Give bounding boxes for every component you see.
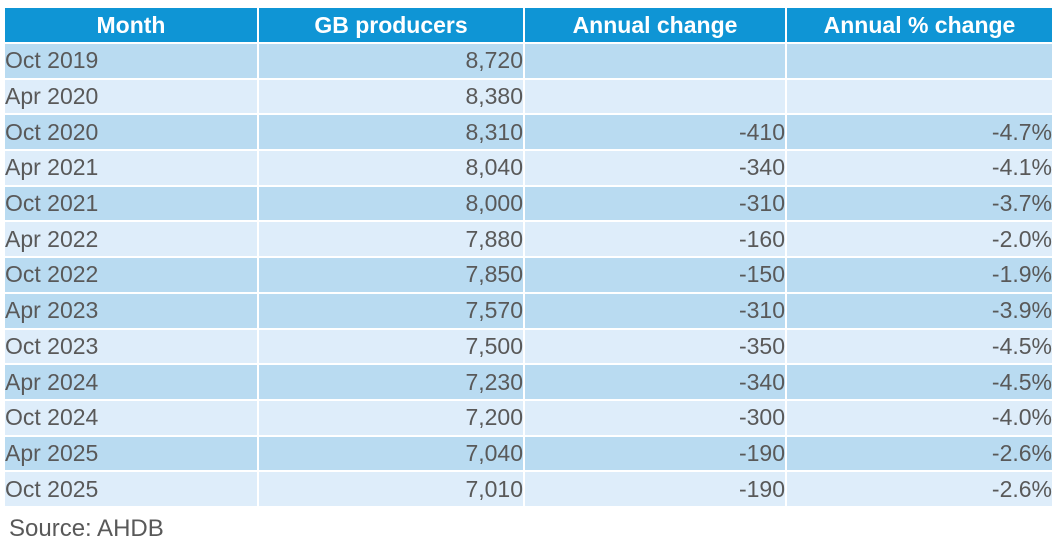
cell-month: Oct 2022: [5, 257, 259, 294]
cell-month: Oct 2021: [5, 185, 259, 223]
cell-month: Oct 2023: [5, 328, 259, 366]
table-row: Oct 2021 8,000 -310 -3.7%: [5, 185, 1052, 223]
column-header-gb-producers: GB producers: [258, 8, 525, 44]
producers-table: Month GB producers Annual change Annual …: [5, 8, 1052, 508]
cell-producers: 7,880: [258, 221, 525, 259]
cell-month: Apr 2023: [5, 292, 259, 330]
table-row: Oct 2019 8,720: [5, 43, 1052, 80]
cell-annual-pct-change: -4.5%: [786, 364, 1052, 401]
cell-annual-pct-change: -2.6%: [786, 435, 1052, 473]
cell-producers: 7,040: [258, 435, 525, 473]
cell-annual-change: -350: [524, 328, 787, 366]
table-row: Apr 2024 7,230 -340 -4.5%: [5, 364, 1052, 401]
cell-producers: 7,230: [258, 364, 525, 401]
cell-annual-change: -160: [524, 221, 787, 259]
cell-month: Apr 2025: [5, 435, 259, 473]
cell-month: Apr 2022: [5, 221, 259, 259]
cell-annual-change: -310: [524, 185, 787, 223]
cell-month: Oct 2025: [5, 471, 259, 508]
cell-producers: 7,570: [258, 292, 525, 330]
cell-producers: 8,040: [258, 150, 525, 187]
cell-producers: 7,500: [258, 328, 525, 366]
cell-annual-pct-change: -4.1%: [786, 150, 1052, 187]
table-row: Apr 2025 7,040 -190 -2.6%: [5, 435, 1052, 473]
cell-annual-pct-change: -2.6%: [786, 471, 1052, 508]
cell-annual-change: -340: [524, 364, 787, 401]
cell-month: Apr 2021: [5, 150, 259, 187]
cell-producers: 8,000: [258, 185, 525, 223]
table-row: Oct 2024 7,200 -300 -4.0%: [5, 399, 1052, 437]
cell-month: Oct 2019: [5, 43, 259, 80]
cell-annual-change: -410: [524, 114, 787, 152]
cell-annual-change: -340: [524, 150, 787, 187]
cell-producers: 8,310: [258, 114, 525, 152]
cell-producers: 7,850: [258, 257, 525, 294]
cell-producers: 8,720: [258, 43, 525, 80]
column-header-annual-change: Annual change: [524, 8, 787, 44]
cell-month: Oct 2020: [5, 114, 259, 152]
cell-annual-change: -310: [524, 292, 787, 330]
table-row: Oct 2025 7,010 -190 -2.6%: [5, 471, 1052, 508]
cell-annual-change: [524, 78, 787, 116]
column-header-month: Month: [5, 8, 259, 44]
cell-month: Oct 2024: [5, 399, 259, 437]
cell-annual-pct-change: -4.7%: [786, 114, 1052, 152]
cell-producers: 7,010: [258, 471, 525, 508]
cell-annual-change: -190: [524, 435, 787, 473]
cell-annual-pct-change: -4.0%: [786, 399, 1052, 437]
cell-annual-pct-change: [786, 78, 1052, 116]
cell-annual-pct-change: -1.9%: [786, 257, 1052, 294]
column-header-annual-pct-change: Annual % change: [786, 8, 1052, 44]
cell-annual-pct-change: -3.9%: [786, 292, 1052, 330]
cell-annual-pct-change: -2.0%: [786, 221, 1052, 259]
table-row: Oct 2020 8,310 -410 -4.7%: [5, 114, 1052, 152]
cell-annual-change: [524, 43, 787, 80]
table-row: Apr 2023 7,570 -310 -3.9%: [5, 292, 1052, 330]
table-row: Apr 2022 7,880 -160 -2.0%: [5, 221, 1052, 259]
cell-annual-change: -190: [524, 471, 787, 508]
cell-annual-change: -300: [524, 399, 787, 437]
table-row: Oct 2022 7,850 -150 -1.9%: [5, 257, 1052, 294]
cell-producers: 7,200: [258, 399, 525, 437]
cell-month: Apr 2020: [5, 78, 259, 116]
source-note: Source: AHDB: [9, 514, 164, 542]
cell-annual-pct-change: -3.7%: [786, 185, 1052, 223]
cell-annual-pct-change: [786, 43, 1052, 80]
table-header-row: Month GB producers Annual change Annual …: [5, 8, 1052, 44]
cell-producers: 8,380: [258, 78, 525, 116]
cell-annual-pct-change: -4.5%: [786, 328, 1052, 366]
cell-annual-change: -150: [524, 257, 787, 294]
table-row: Apr 2021 8,040 -340 -4.1%: [5, 150, 1052, 187]
table-row: Oct 2023 7,500 -350 -4.5%: [5, 328, 1052, 366]
cell-month: Apr 2024: [5, 364, 259, 401]
table-row: Apr 2020 8,380: [5, 78, 1052, 116]
